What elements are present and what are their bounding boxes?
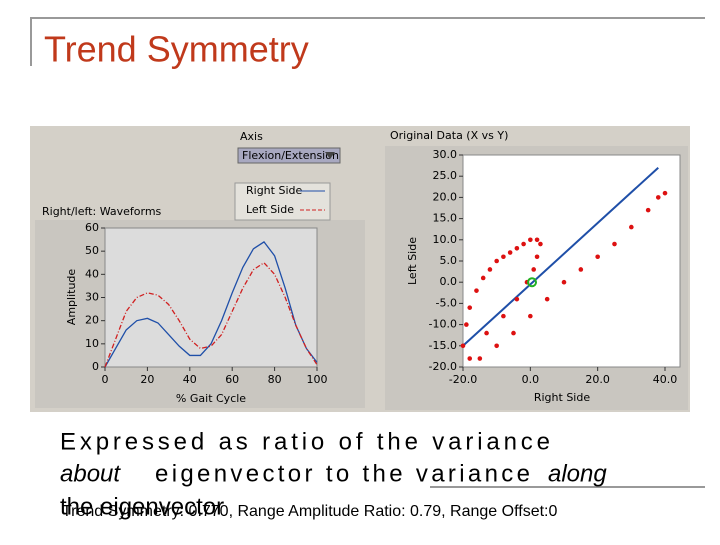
chart-title: Right/left: Waveforms <box>42 205 162 218</box>
data-point <box>612 241 617 247</box>
y-tick-label: 0 <box>92 360 99 373</box>
x-tick-label: 40 <box>183 373 197 386</box>
data-point <box>464 322 469 327</box>
data-point <box>534 237 540 243</box>
data-point <box>578 267 584 272</box>
y-tick-label: 0.0 <box>440 275 458 288</box>
y-tick-label: -10.0 <box>429 318 457 331</box>
data-point <box>514 296 520 302</box>
x-tick-label: 60 <box>225 373 239 386</box>
dropdown[interactable] <box>237 147 341 164</box>
result-text: Trend Symmetry: 0.770, Range Amplitude R… <box>62 503 557 520</box>
data-point <box>494 258 499 264</box>
y-tick-label: 20.0 <box>433 190 458 203</box>
data-point <box>595 254 600 260</box>
y-tick-label: -15.0 <box>429 339 457 352</box>
legend-label: Right Side <box>246 184 302 197</box>
data-point <box>467 356 473 361</box>
x-axis-label: % Gait Cycle <box>176 392 246 405</box>
y-tick-label: -5.0 <box>436 296 457 309</box>
data-point <box>501 313 506 319</box>
y-tick-label: 60 <box>85 221 99 234</box>
y-tick-label: 25.0 <box>433 169 458 182</box>
data-point <box>528 237 533 243</box>
data-line <box>104 241 318 368</box>
legend-label: Left Side <box>246 203 294 216</box>
x-tick-label: 100 <box>307 373 328 386</box>
x-tick-label: 20.0 <box>585 373 610 386</box>
data-point <box>528 313 533 319</box>
fit-line <box>462 166 659 347</box>
data-point <box>645 207 651 213</box>
data-point <box>467 305 473 310</box>
body-text: eigenvector to the variance <box>155 460 530 487</box>
data-line <box>104 261 318 368</box>
data-point <box>501 254 506 260</box>
plot-area <box>462 154 681 368</box>
y-tick-label: 30 <box>85 291 99 304</box>
x-tick-label: 40.0 <box>653 373 678 386</box>
legend <box>234 182 331 221</box>
dropdown-arrow <box>325 152 335 159</box>
body-text: the eigenvector <box>60 493 224 520</box>
data-point <box>487 267 493 272</box>
data-point <box>480 275 486 281</box>
dropdown-value: Flexion/Extension <box>242 149 339 162</box>
y-tick-label: 40 <box>85 267 99 280</box>
y-tick-label: 50 <box>85 244 99 257</box>
data-point <box>484 330 489 336</box>
body-text: about <box>60 460 121 487</box>
x-axis-label: Right Side <box>534 391 590 404</box>
slide-title: Trend Symmetry <box>44 29 309 70</box>
data-point <box>538 241 543 247</box>
x-tick-label: 20 <box>140 373 154 386</box>
y-tick-label: -20.0 <box>429 360 457 373</box>
x-tick-label: -20.0 <box>449 373 477 386</box>
x-tick-label: 0.0 <box>522 373 540 386</box>
x-tick-label: 80 <box>268 373 282 386</box>
y-tick-label: 10 <box>85 337 99 350</box>
data-point <box>507 250 513 255</box>
data-point <box>655 195 661 200</box>
data-point <box>531 267 536 272</box>
control-label: Axis <box>240 130 263 143</box>
y-axis-label: Left Side <box>406 237 419 285</box>
data-point <box>662 190 668 196</box>
y-axis-label: Amplitude <box>65 269 78 326</box>
data-point <box>514 245 520 251</box>
data-point <box>511 330 516 336</box>
data-point <box>460 343 466 349</box>
data-point <box>534 254 540 260</box>
y-tick-label: 5.0 <box>440 254 458 267</box>
data-point <box>477 356 483 361</box>
data-point <box>494 343 499 349</box>
center-point <box>527 277 538 288</box>
data-point <box>561 279 567 285</box>
y-tick-label: 20 <box>85 314 99 327</box>
body-text: Expressed as ratio of the variance <box>60 428 550 455</box>
body-text: along <box>548 460 607 487</box>
y-tick-label: 30.0 <box>433 148 458 161</box>
data-point <box>544 296 550 302</box>
x-tick-label: 0 <box>102 373 109 386</box>
data-point <box>629 224 634 230</box>
data-point <box>521 241 526 247</box>
y-tick-label: 15.0 <box>433 212 458 225</box>
data-point <box>474 288 479 293</box>
y-tick-label: 10.0 <box>433 233 458 246</box>
chart-title: Original Data (X vs Y) <box>390 129 508 142</box>
